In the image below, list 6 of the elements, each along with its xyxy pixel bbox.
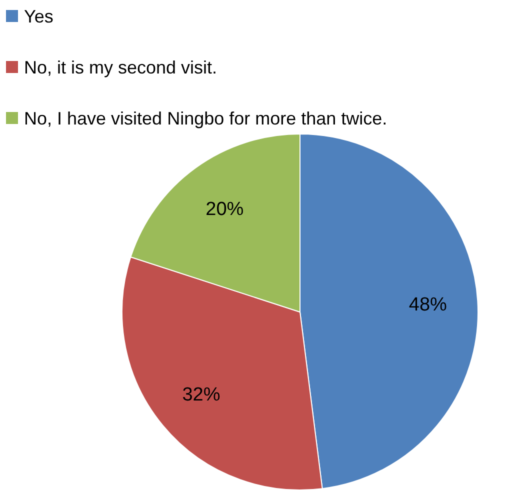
legend-label: No, I have visited Ningbo for more than twice. bbox=[24, 108, 388, 128]
legend-label: No, it is my second visit. bbox=[24, 57, 218, 78]
data-label: 32% bbox=[182, 384, 220, 406]
legend-label: Yes bbox=[24, 6, 54, 26]
data-label: 48% bbox=[408, 294, 448, 316]
data-label: 20% bbox=[206, 198, 244, 220]
